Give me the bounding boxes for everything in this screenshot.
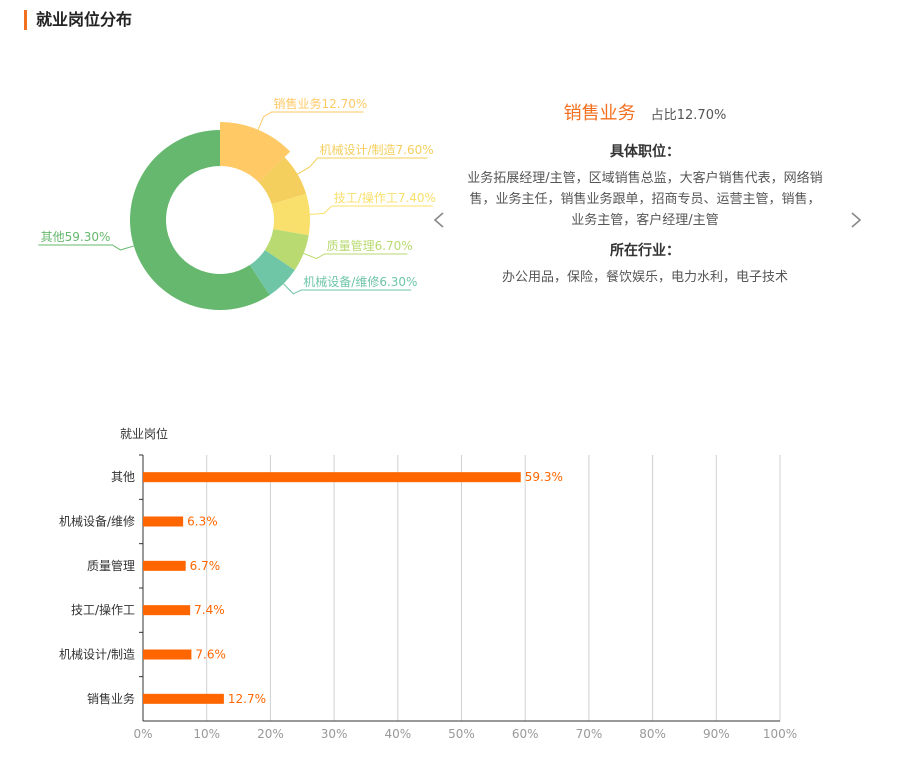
bar-value-label: 59.3% <box>525 470 563 484</box>
x-tick-label: 70% <box>576 727 603 741</box>
bar-value-label: 6.3% <box>187 515 218 529</box>
bar[interactable] <box>143 605 191 616</box>
slice-leader-line <box>257 111 364 130</box>
x-tick-label: 90% <box>703 727 730 741</box>
slice-leader-line <box>283 283 412 295</box>
next-button[interactable] <box>842 205 870 235</box>
bar[interactable] <box>143 649 192 660</box>
bar-value-label: 7.4% <box>194 603 225 617</box>
bar[interactable] <box>143 560 186 571</box>
slice-leader-line <box>297 157 428 175</box>
x-tick-label: 60% <box>512 727 539 741</box>
x-tick-label: 100% <box>763 727 797 741</box>
donut-slice[interactable] <box>271 193 310 236</box>
detail-panel: 销售业务 占比12.70% 具体职位： 业务拓展经理/主管，区域销售总监，大客户… <box>460 100 830 288</box>
y-tick-label: 机械设计/制造 <box>59 647 135 662</box>
donut-slice[interactable] <box>220 122 291 183</box>
industries-text: 办公用品，保险，餐饮娱乐，电力水利，电子技术 <box>501 270 788 285</box>
x-tick-label: 20% <box>257 727 284 741</box>
detail-share: 占比12.70% <box>650 108 727 123</box>
bar-value-label: 6.7% <box>190 559 221 573</box>
y-tick-label: 其他 <box>111 470 135 484</box>
positions-text: 业务拓展经理/主管，区域销售总监，大客户销售代表，网络销售，业务主任，销售业务跟… <box>467 171 823 228</box>
x-tick-label: 0% <box>133 727 152 741</box>
detail-name: 销售业务 <box>563 103 636 124</box>
chevron-right-icon <box>851 212 862 228</box>
x-tick-label: 30% <box>321 727 348 741</box>
bar[interactable] <box>143 693 224 704</box>
slice-label: 机械设备/维修6.30% <box>303 274 417 289</box>
slice-label: 销售业务12.70% <box>274 96 368 111</box>
x-tick-label: 40% <box>384 727 411 741</box>
slice-label: 其他59.30% <box>41 230 111 244</box>
slice-label: 机械设计/制造7.60% <box>320 142 434 157</box>
section-title: 就业岗位分布 <box>24 10 132 30</box>
x-tick-label: 80% <box>639 727 666 741</box>
bar[interactable] <box>143 472 521 483</box>
slice-leader-line <box>38 244 134 251</box>
y-axis-title: 就业岗位 <box>120 426 168 441</box>
bar-value-label: 12.7% <box>228 692 266 706</box>
donut-slice[interactable] <box>130 130 270 310</box>
y-tick-label: 技工/操作工 <box>71 602 135 617</box>
bar[interactable] <box>143 516 184 527</box>
industries-heading: 所在行业： <box>610 243 680 259</box>
donut-chart: 销售业务12.70% 机械设计/制造7.60% 技工/操作工7.40% 质量管理6.7… <box>38 96 436 310</box>
y-tick-label: 机械设备/维修 <box>59 514 135 529</box>
slice-leader-line <box>309 205 433 215</box>
y-tick-label: 销售业务 <box>87 691 135 706</box>
donut-slice[interactable] <box>249 250 295 296</box>
bar-value-label: 7.6% <box>195 648 226 662</box>
donut-slice[interactable] <box>264 229 309 271</box>
x-tick-label: 50% <box>448 727 475 741</box>
positions-heading: 具体职位： <box>610 144 680 160</box>
chevron-left-icon <box>433 212 444 228</box>
donut-slice[interactable] <box>258 157 307 205</box>
slice-leader-line <box>303 252 408 260</box>
x-tick-label: 10% <box>193 727 220 741</box>
prev-button[interactable] <box>425 205 453 235</box>
detail-header: 销售业务 占比12.70% <box>460 100 830 128</box>
slice-label: 质量管理6.70% <box>327 238 413 253</box>
y-tick-label: 质量管理 <box>87 558 135 573</box>
slice-label: 技工/操作工7.40% <box>334 190 436 205</box>
